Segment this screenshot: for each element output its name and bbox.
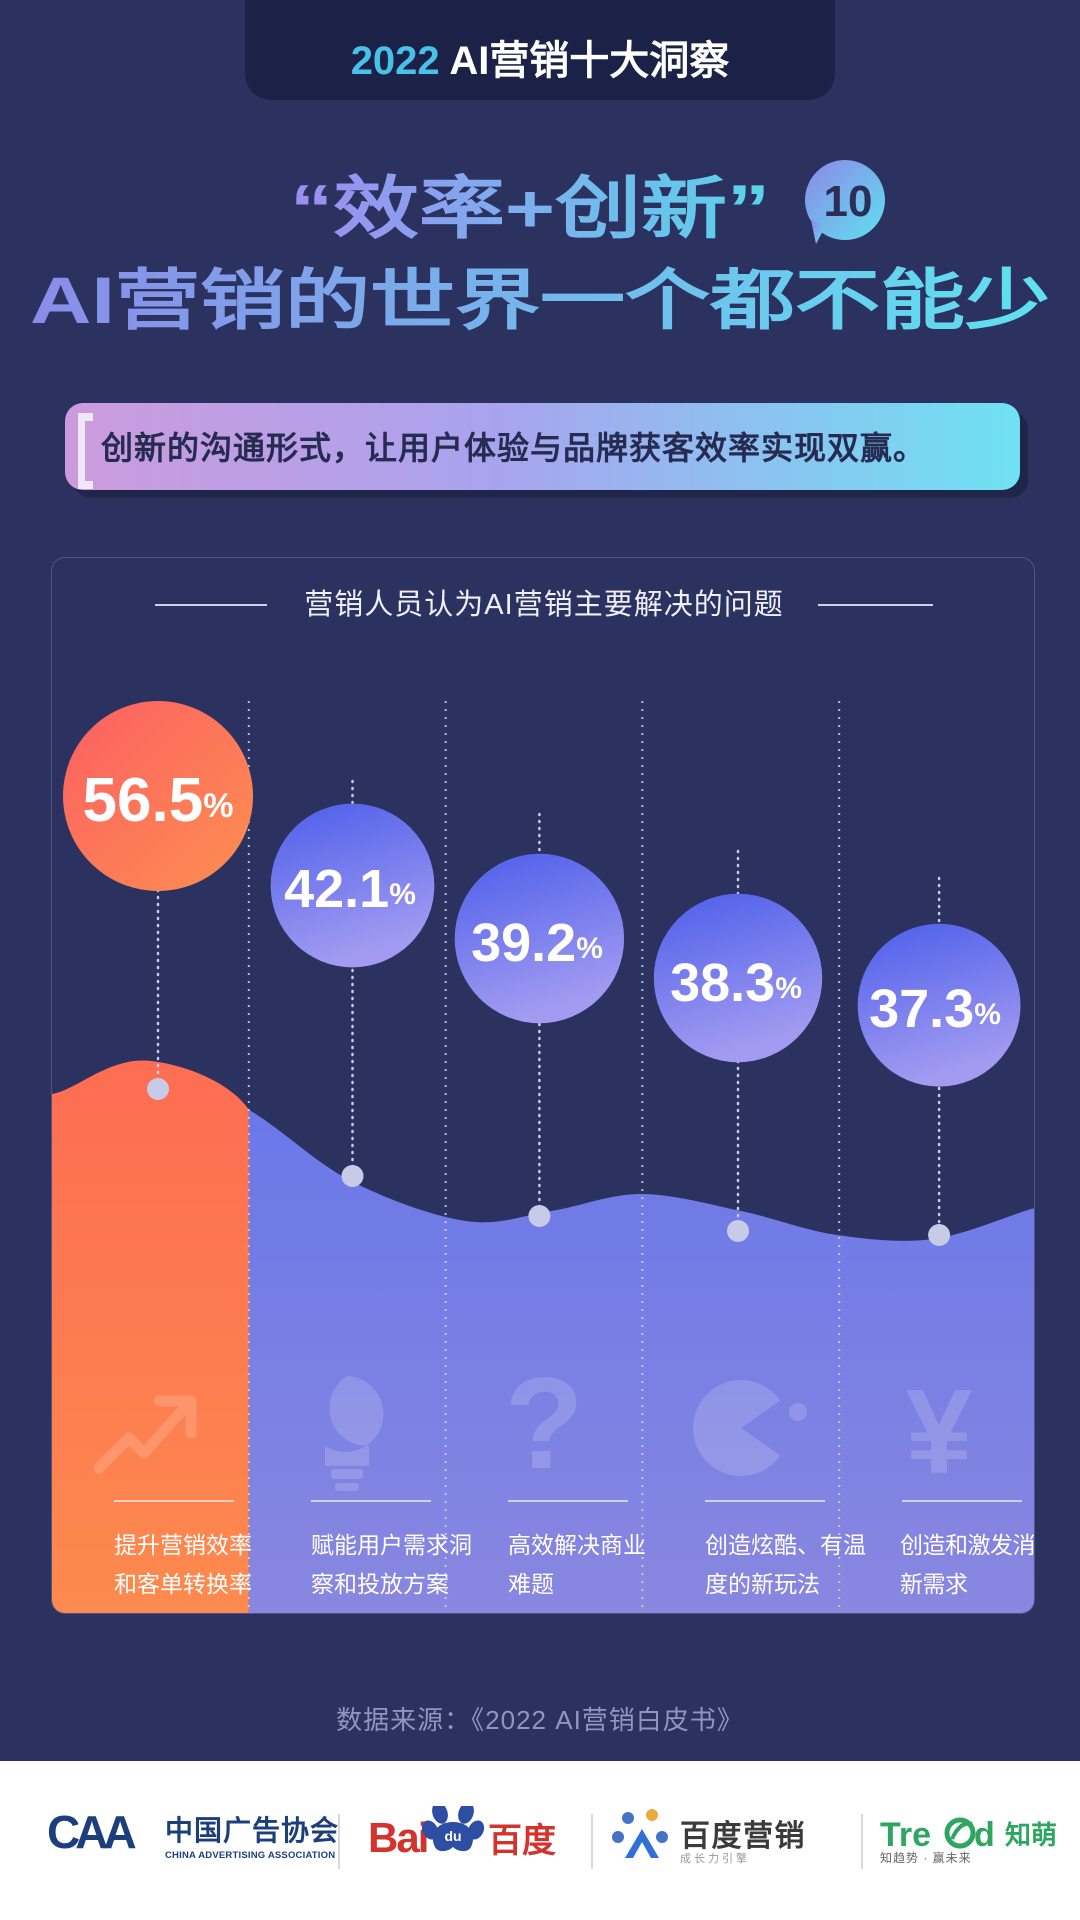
svg-text:du: du — [444, 1828, 461, 1844]
svg-text:10: 10 — [824, 177, 873, 226]
svg-text:AI营销的世界一个都不能少: AI营销的世界一个都不能少 — [30, 263, 1050, 337]
svg-text:百度营销: 百度营销 — [680, 1820, 806, 1853]
svg-text:d: d — [974, 1816, 995, 1854]
svg-text:中国广告协会: 中国广告协会 — [165, 1815, 339, 1846]
svg-text:“效率+创新”: “效率+创新” — [290, 171, 770, 247]
svg-text:Bai: Bai — [368, 1814, 427, 1861]
svg-text:知萌: 知萌 — [1005, 1820, 1057, 1850]
svg-text:知趋势 · 赢未来: 知趋势 · 赢未来 — [880, 1850, 972, 1865]
svg-text:成长力引擎: 成长力引擎 — [680, 1851, 750, 1865]
svg-text:Tre: Tre — [880, 1816, 931, 1854]
svg-text:CHINA ADVERTISING ASSOCIATION: CHINA ADVERTISING ASSOCIATION — [165, 1850, 335, 1861]
svg-text:百度: 百度 — [488, 1822, 556, 1860]
svg-text:CAA: CAA — [47, 1806, 135, 1858]
